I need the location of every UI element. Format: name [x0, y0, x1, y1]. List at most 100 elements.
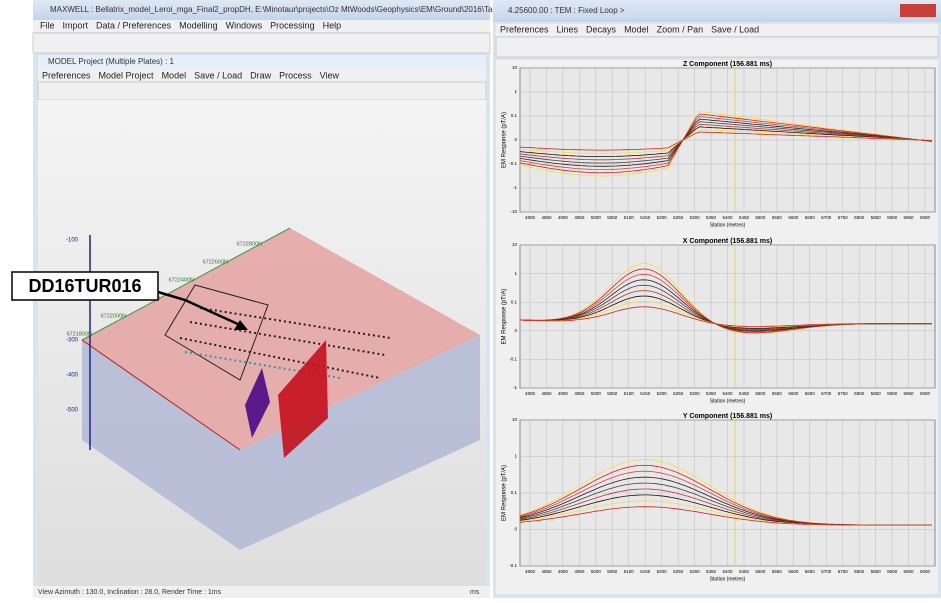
callout-arrow	[157, 290, 241, 327]
menu-item[interactable]: Data / Preferences	[96, 20, 172, 30]
menu-item[interactable]: Process	[279, 70, 312, 80]
menu-item[interactable]: Windows	[226, 20, 263, 30]
x-tick-label: 5450	[739, 569, 750, 574]
menu-item[interactable]: Model Project	[99, 70, 155, 80]
menu-item[interactable]: Import	[63, 20, 89, 30]
x-tick-label: 5700	[821, 391, 832, 396]
x-tick-label: 5400	[722, 569, 733, 574]
window-title: 4.25600.00 : TEM : Fixed Loop >	[508, 6, 625, 15]
box-top	[82, 228, 480, 450]
status-unit: ms	[470, 589, 480, 596]
x-tick-label: 5000	[591, 569, 602, 574]
x-tick-label: 4800	[525, 215, 536, 220]
x-tick-label: 5800	[854, 215, 865, 220]
x-tick-label: 4950	[574, 569, 585, 574]
x-tick-label: 5200	[657, 569, 668, 574]
response-curve	[519, 506, 932, 526]
y-tick-label: 1	[514, 454, 517, 459]
menu-item[interactable]: Modelling	[179, 20, 218, 30]
menu-item[interactable]: Help	[323, 20, 342, 30]
menu-item[interactable]: View	[320, 70, 340, 80]
x-tick-label: 5700	[821, 215, 832, 220]
y-tick-label: 10	[512, 417, 518, 422]
y-tick-label: -10	[510, 209, 517, 214]
x-tick-label: 5150	[640, 391, 651, 396]
x-tick-label: 5650	[805, 569, 816, 574]
x-tick-label: 5800	[854, 569, 865, 574]
x-tick-label: 5300	[690, 215, 701, 220]
station-line	[199, 307, 391, 339]
x-tick-label: 4900	[558, 569, 569, 574]
x-tick-label: 5100	[624, 569, 635, 574]
inner-toolbar	[37, 81, 487, 101]
grid-edge	[81, 227, 291, 341]
menu-item[interactable]: Save / Load	[711, 24, 759, 34]
x-tick-label: 5900	[887, 215, 898, 220]
plot-title: Z Component (156.881 ms)	[683, 61, 772, 68]
y-axis-label: EM Response (pT/A)	[502, 112, 508, 168]
x-tick-label: 5600	[788, 569, 799, 574]
toolbar	[495, 36, 939, 58]
x-tick-label: 4950	[574, 215, 585, 220]
x-tick-label: 5750	[838, 215, 849, 220]
depth-label: -300	[66, 338, 79, 344]
menu-item[interactable]: Decays	[586, 24, 617, 34]
title-bar	[33, 0, 490, 20]
x-tick-label: 5850	[871, 215, 882, 220]
menu-item[interactable]: Draw	[250, 70, 272, 80]
menu-item[interactable]: Model	[162, 70, 187, 80]
response-curve	[519, 116, 933, 170]
y-axis-label: EM Response (pT/A)	[502, 465, 508, 521]
response-curve	[519, 128, 933, 154]
x-tick-label: 5950	[904, 569, 915, 574]
x-tick-label: 5750	[838, 391, 849, 396]
callout: DD16TUR016	[28, 276, 141, 296]
depth-label: -500	[66, 408, 79, 414]
grid-label: 6722800N	[237, 241, 262, 247]
y-tick-label: -1	[513, 385, 517, 390]
y-tick-label: 10	[512, 242, 518, 247]
x-axis-label: Station (metres)	[710, 576, 746, 582]
x-tick-label: 5200	[657, 391, 668, 396]
menu-item[interactable]: Preferences	[500, 24, 549, 34]
x-tick-label: 5450	[739, 215, 750, 220]
x-axis-label: Station (metres)	[710, 398, 746, 404]
inner-title: MODEL Project (Multiple Plates) : 1	[48, 57, 175, 66]
menu-item[interactable]: Save / Load	[194, 70, 242, 80]
x-tick-label: 5150	[640, 215, 651, 220]
x-tick-label: 4850	[541, 215, 552, 220]
y-axis-label: EM Response (pT/A)	[502, 288, 508, 344]
x-tick-label: 5900	[887, 569, 898, 574]
menu-item[interactable]: Processing	[270, 20, 315, 30]
x-tick-label: 4800	[525, 391, 536, 396]
y-tick-label: 0	[514, 328, 517, 333]
y-tick-label: 0	[514, 527, 517, 532]
menu-item[interactable]: Lines	[557, 24, 579, 34]
x-tick-label: 5100	[624, 215, 635, 220]
response-curve	[519, 110, 933, 177]
response-curve	[519, 131, 933, 151]
x-tick-label: 5400	[722, 215, 733, 220]
x-tick-label: 5850	[871, 391, 882, 396]
x-tick-label: 5550	[772, 391, 783, 396]
x-tick-label: 5400	[722, 391, 733, 396]
menu-item[interactable]: File	[40, 20, 55, 30]
window-title: MAXWELL : Bellatrix_model_Leroi_mga_Fina…	[50, 5, 583, 14]
x-tick-label: 5150	[640, 569, 651, 574]
plot-title: X Component (156.881 ms)	[683, 238, 772, 245]
y-tick-label: 0.1	[511, 299, 518, 304]
x-tick-label: 4900	[558, 215, 569, 220]
station-line	[179, 337, 381, 379]
x-tick-label: 5050	[607, 391, 618, 396]
toolbar	[32, 32, 491, 54]
menu-item[interactable]: Preferences	[42, 70, 91, 80]
menu-item[interactable]: Zoom / Pan	[657, 24, 704, 34]
response-curve	[519, 118, 933, 167]
menu-item[interactable]: Model	[624, 24, 649, 34]
close-button[interactable]	[900, 4, 936, 17]
x-tick-label: 5000	[591, 391, 602, 396]
grid-label: 6722000N	[101, 313, 126, 319]
x-tick-label: 4850	[541, 569, 552, 574]
response-curve	[519, 306, 932, 327]
